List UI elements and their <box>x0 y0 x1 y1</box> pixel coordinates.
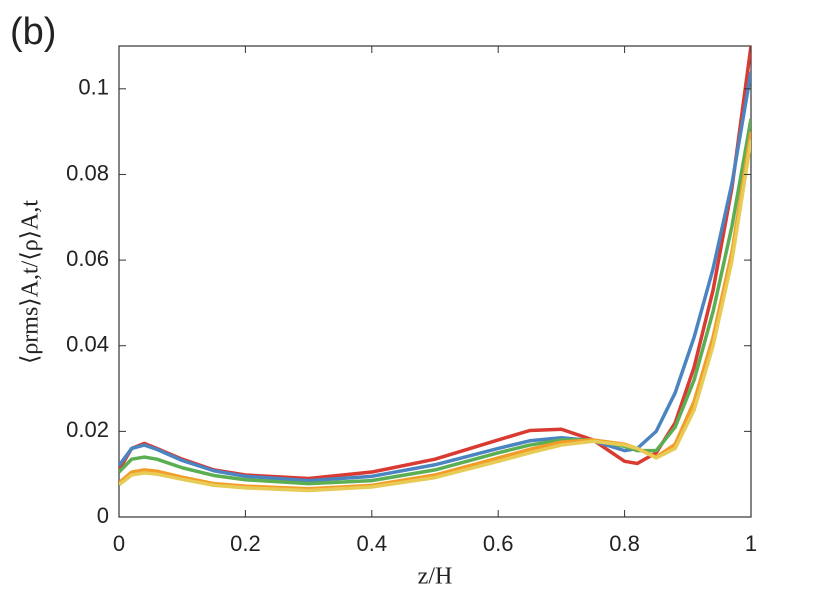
y-tick-label: 0.06 <box>66 246 109 271</box>
x-tick-label: 0.4 <box>357 531 388 556</box>
y-tick-label: 0.08 <box>66 160 109 185</box>
y-tick-label: 0.02 <box>66 417 109 442</box>
panel-label: (b) <box>10 11 56 53</box>
data-line <box>119 131 751 491</box>
y-axis-label: ⟨ρrms⟩A,t/⟨ρ⟩A,t <box>18 200 44 364</box>
x-tick-label: 0.8 <box>609 531 640 556</box>
y-tick-label: 0 <box>97 503 109 528</box>
data-line <box>119 46 751 481</box>
data-line <box>119 139 751 493</box>
x-tick-label: 0.2 <box>230 531 261 556</box>
x-axis-label: z/H <box>418 564 453 590</box>
x-tick-label: 0 <box>113 531 125 556</box>
data-line <box>119 118 751 486</box>
x-tick-label: 0.6 <box>483 531 514 556</box>
y-tick-label: 0.04 <box>66 332 109 357</box>
lines <box>119 46 751 493</box>
x-tick-label: 1 <box>745 531 757 556</box>
y-tick-label: 0.1 <box>78 75 109 100</box>
data-line <box>119 71 751 483</box>
plot-frame <box>118 45 752 518</box>
